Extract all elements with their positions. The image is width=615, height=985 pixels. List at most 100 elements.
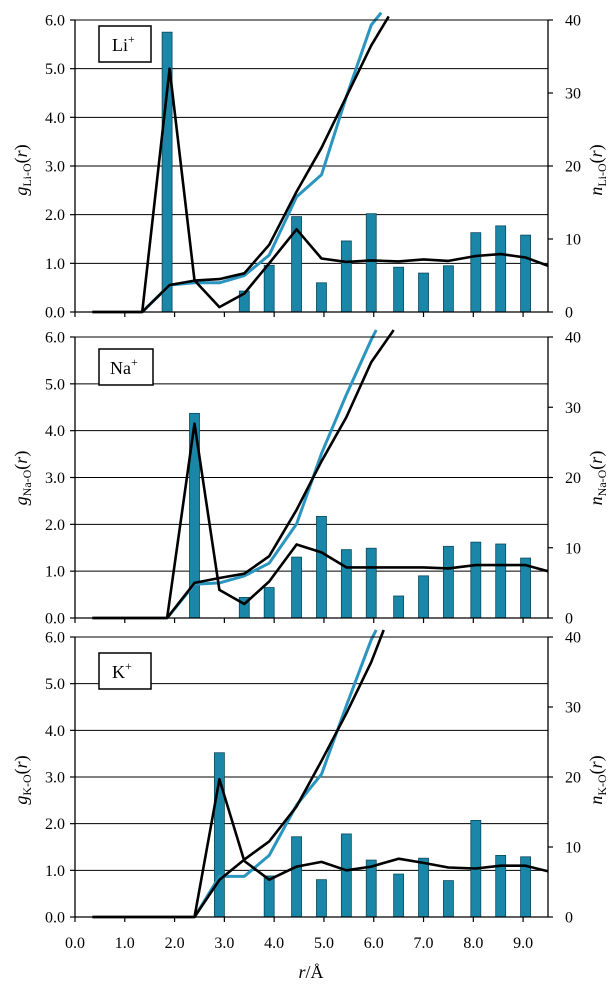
x-tick-label: 0.0 bbox=[65, 935, 85, 952]
bar bbox=[520, 234, 531, 313]
bar bbox=[263, 264, 275, 313]
bar bbox=[393, 595, 405, 619]
bar bbox=[365, 213, 377, 313]
y2-tick-label: 40 bbox=[565, 330, 581, 347]
y-tick-label: 6.0 bbox=[45, 630, 65, 647]
ion-label: Li bbox=[112, 35, 128, 55]
x-tick-label: 1.0 bbox=[115, 935, 135, 952]
lines bbox=[92, 329, 548, 620]
y-tick-label: 6.0 bbox=[45, 13, 65, 30]
bar bbox=[291, 836, 302, 918]
x-tick-label: 5.0 bbox=[314, 935, 334, 952]
y2-tick-label: 0 bbox=[565, 910, 573, 927]
svg-text:Li+: Li+ bbox=[112, 32, 135, 55]
y2-tick-label: 30 bbox=[565, 700, 581, 717]
n-line-black bbox=[92, 329, 395, 620]
x-tick-label: 7.0 bbox=[414, 935, 434, 952]
bar bbox=[418, 575, 429, 619]
bar bbox=[291, 556, 302, 619]
y2-axis-label: nLi-O(r) bbox=[586, 144, 609, 195]
bar bbox=[443, 545, 454, 619]
y-axis-label: gLi-O(r) bbox=[11, 144, 34, 195]
lines bbox=[92, 11, 548, 314]
svg-text:Na+: Na+ bbox=[110, 355, 138, 378]
n-line-blue bbox=[165, 329, 378, 619]
y2-tick-labels: 0 10 20 30 40 bbox=[548, 13, 581, 322]
y-tick-label: 5.0 bbox=[45, 61, 65, 78]
bars bbox=[161, 31, 531, 313]
panel-li: 0.0 1.0 2.0 3.0 4.0 5.0 6.0 0 10 20 30 40 Li+ gLi-… bbox=[11, 11, 609, 322]
bar bbox=[365, 859, 377, 918]
y-axis-label: gK-O(r) bbox=[11, 755, 34, 804]
bar bbox=[263, 587, 275, 619]
ion-label-box: Li+ bbox=[98, 25, 152, 63]
bar bbox=[316, 515, 327, 619]
bar bbox=[340, 833, 352, 918]
ion-superscript: + bbox=[125, 659, 132, 673]
panel-k: 0.0 1.0 2.0 3.0 4.0 5.0 6.0 0 10 20 30 40 K+ gK-O(… bbox=[11, 629, 609, 927]
x-tick-label: 2.0 bbox=[165, 935, 185, 952]
bar bbox=[393, 873, 405, 918]
y-tick-label: 4.0 bbox=[45, 423, 65, 440]
ion-label: K bbox=[112, 662, 125, 682]
y2-tick-label: 30 bbox=[565, 86, 581, 103]
y-tick-label: 4.0 bbox=[45, 723, 65, 740]
y-tick-label: 0.0 bbox=[45, 910, 65, 927]
x-tick-label: 8.0 bbox=[463, 935, 483, 952]
y2-tick-label: 20 bbox=[565, 159, 581, 176]
bar bbox=[365, 547, 377, 619]
panel-na: 0.0 1.0 2.0 3.0 4.0 5.0 6.0 0 10 20 30 40 Na+ gNa-… bbox=[11, 329, 609, 628]
y-tick-labels: 0.0 1.0 2.0 3.0 4.0 5.0 6.0 bbox=[45, 330, 75, 628]
y-tick-label: 1.0 bbox=[45, 863, 65, 880]
y-tick-label: 1.0 bbox=[45, 564, 65, 581]
bar bbox=[470, 541, 482, 619]
y-tick-labels: 0.0 1.0 2.0 3.0 4.0 5.0 6.0 bbox=[45, 630, 75, 927]
y2-tick-labels: 0 10 20 30 40 bbox=[548, 330, 581, 628]
bar bbox=[443, 880, 454, 918]
y2-tick-label: 20 bbox=[565, 470, 581, 487]
g-line bbox=[92, 422, 548, 620]
y2-tick-label: 40 bbox=[565, 13, 581, 30]
y2-tick-labels: 0 10 20 30 40 bbox=[548, 630, 581, 927]
lines bbox=[92, 629, 548, 919]
bar bbox=[418, 272, 429, 313]
bar bbox=[316, 879, 327, 918]
y-tick-label: 1.0 bbox=[45, 256, 65, 273]
y-tick-label: 0.0 bbox=[45, 305, 65, 322]
y2-tick-label: 0 bbox=[565, 611, 573, 628]
x-tick-label: 9.0 bbox=[513, 935, 533, 952]
bar bbox=[393, 266, 405, 313]
y2-axis-label: nNa-O(r) bbox=[586, 451, 609, 506]
bar bbox=[495, 543, 507, 619]
ion-label-box: Na+ bbox=[98, 348, 154, 386]
y-tick-label: 2.0 bbox=[45, 816, 65, 833]
y-tick-label: 5.0 bbox=[45, 376, 65, 393]
y-tick-labels: 0.0 1.0 2.0 3.0 4.0 5.0 6.0 bbox=[45, 13, 75, 322]
n-line-black bbox=[92, 629, 385, 919]
x-tick-label: 6.0 bbox=[364, 935, 384, 952]
y2-tick-label: 10 bbox=[565, 232, 581, 249]
y2-axis-label: nK-O(r) bbox=[586, 755, 609, 804]
y2-tick-label: 10 bbox=[565, 840, 581, 857]
y2-tick-label: 0 bbox=[565, 305, 573, 322]
y-tick-label: 5.0 bbox=[45, 676, 65, 693]
y2-tick-label: 10 bbox=[565, 540, 581, 557]
x-tick-label: 3.0 bbox=[214, 935, 234, 952]
y2-tick-label: 30 bbox=[565, 400, 581, 417]
bar bbox=[340, 549, 352, 619]
y-tick-label: 3.0 bbox=[45, 470, 65, 487]
bar bbox=[443, 265, 454, 313]
ion-label: Na bbox=[110, 358, 131, 378]
bar bbox=[316, 282, 327, 313]
g-line bbox=[92, 777, 548, 919]
ion-superscript: + bbox=[128, 32, 135, 46]
y-tick-label: 4.0 bbox=[45, 110, 65, 127]
svg-text:K+: K+ bbox=[112, 659, 132, 682]
y2-tick-label: 40 bbox=[565, 630, 581, 647]
bar bbox=[340, 240, 352, 313]
ion-superscript: + bbox=[131, 355, 138, 369]
ion-label-box: K+ bbox=[98, 652, 152, 690]
y2-tick-label: 20 bbox=[565, 770, 581, 787]
g-line bbox=[92, 67, 548, 314]
